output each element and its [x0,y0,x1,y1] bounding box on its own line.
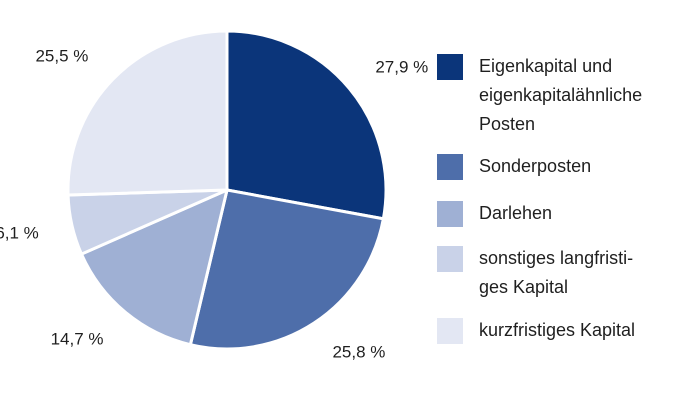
legend-label-eigenkapital-line3: Posten [479,114,536,134]
legend-item-sonderposten: Sonderposten [437,152,689,181]
legend-swatch-darlehen [437,201,463,227]
legend-swatch-sonderposten [437,154,463,180]
legend-label-eigenkapital-line2: eigenkapitalähnliche [479,85,643,105]
legend-item-darlehen: Darlehen [437,199,689,228]
pie-slice-kurzfristig [66,29,229,197]
pie-data-label-sonstiges: 6,1 % [0,224,39,243]
pie-slice-eigenkapital [225,29,388,221]
legend-swatch-sonstiges [437,246,463,272]
legend-item-eigenkapital: Eigenkapital und eigenkapitalähnliche Po… [437,52,689,139]
legend-label-sonstiges-line1: sonstiges langfristi- [479,248,634,268]
legend-label-sonderposten: Sonderposten [479,152,689,181]
legend-label-eigenkapital-line1: Eigenkapital und [479,56,613,76]
pie-data-label-darlehen: 14,7 % [51,329,104,348]
legend-label-sonstiges: sonstiges langfristi- ges Kapital [479,244,689,302]
pie-data-label-kurzfristig: 25,5 % [35,47,88,66]
pie-slice-darlehen [79,188,229,347]
legend-item-kurzfristig: kurzfristiges Kapital [437,316,689,345]
pie-slice-sonderposten [188,188,385,351]
legend-item-sonstiges: sonstiges langfristi- ges Kapital [437,244,689,302]
legend-label-eigenkapital: Eigenkapital und eigenkapitalähnliche Po… [479,52,689,139]
pie-data-label-eigenkapital: 27,9 % [375,58,428,77]
legend-label-sonderposten-line1: Sonderposten [479,156,592,176]
legend-swatch-kurzfristig [437,318,463,344]
legend-label-sonstiges-line2: ges Kapital [479,277,569,297]
legend-label-kurzfristig-line1: kurzfristiges Kapital [479,320,636,340]
pie-data-label-sonderposten: 25,8 % [332,343,385,362]
legend-swatch-eigenkapital [437,54,463,80]
legend-label-darlehen: Darlehen [479,199,689,228]
legend-label-kurzfristig: kurzfristiges Kapital [479,316,689,345]
legend-label-darlehen-line1: Darlehen [479,203,553,223]
